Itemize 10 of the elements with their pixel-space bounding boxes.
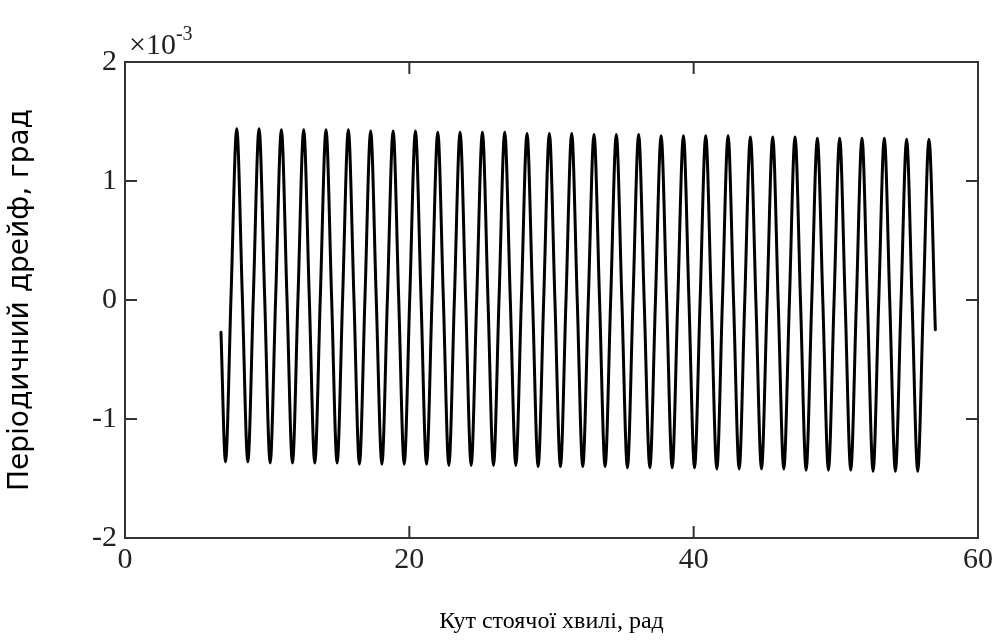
- y-tick-label: 1: [102, 161, 117, 195]
- x-tick-label: 60: [963, 540, 993, 574]
- y-axis-title: Періодичний дрейф, град: [2, 109, 36, 491]
- x-tick-label: 20: [394, 540, 425, 574]
- y-tick-label: -2: [92, 518, 117, 552]
- y-tick-label: 2: [102, 42, 117, 76]
- x-tick-label: 40: [678, 540, 709, 574]
- y-tick-label: 0: [102, 280, 117, 314]
- y-tick-label: -1: [92, 399, 117, 433]
- x-axis-title: Кут стоячої хвилі, рад: [439, 606, 664, 633]
